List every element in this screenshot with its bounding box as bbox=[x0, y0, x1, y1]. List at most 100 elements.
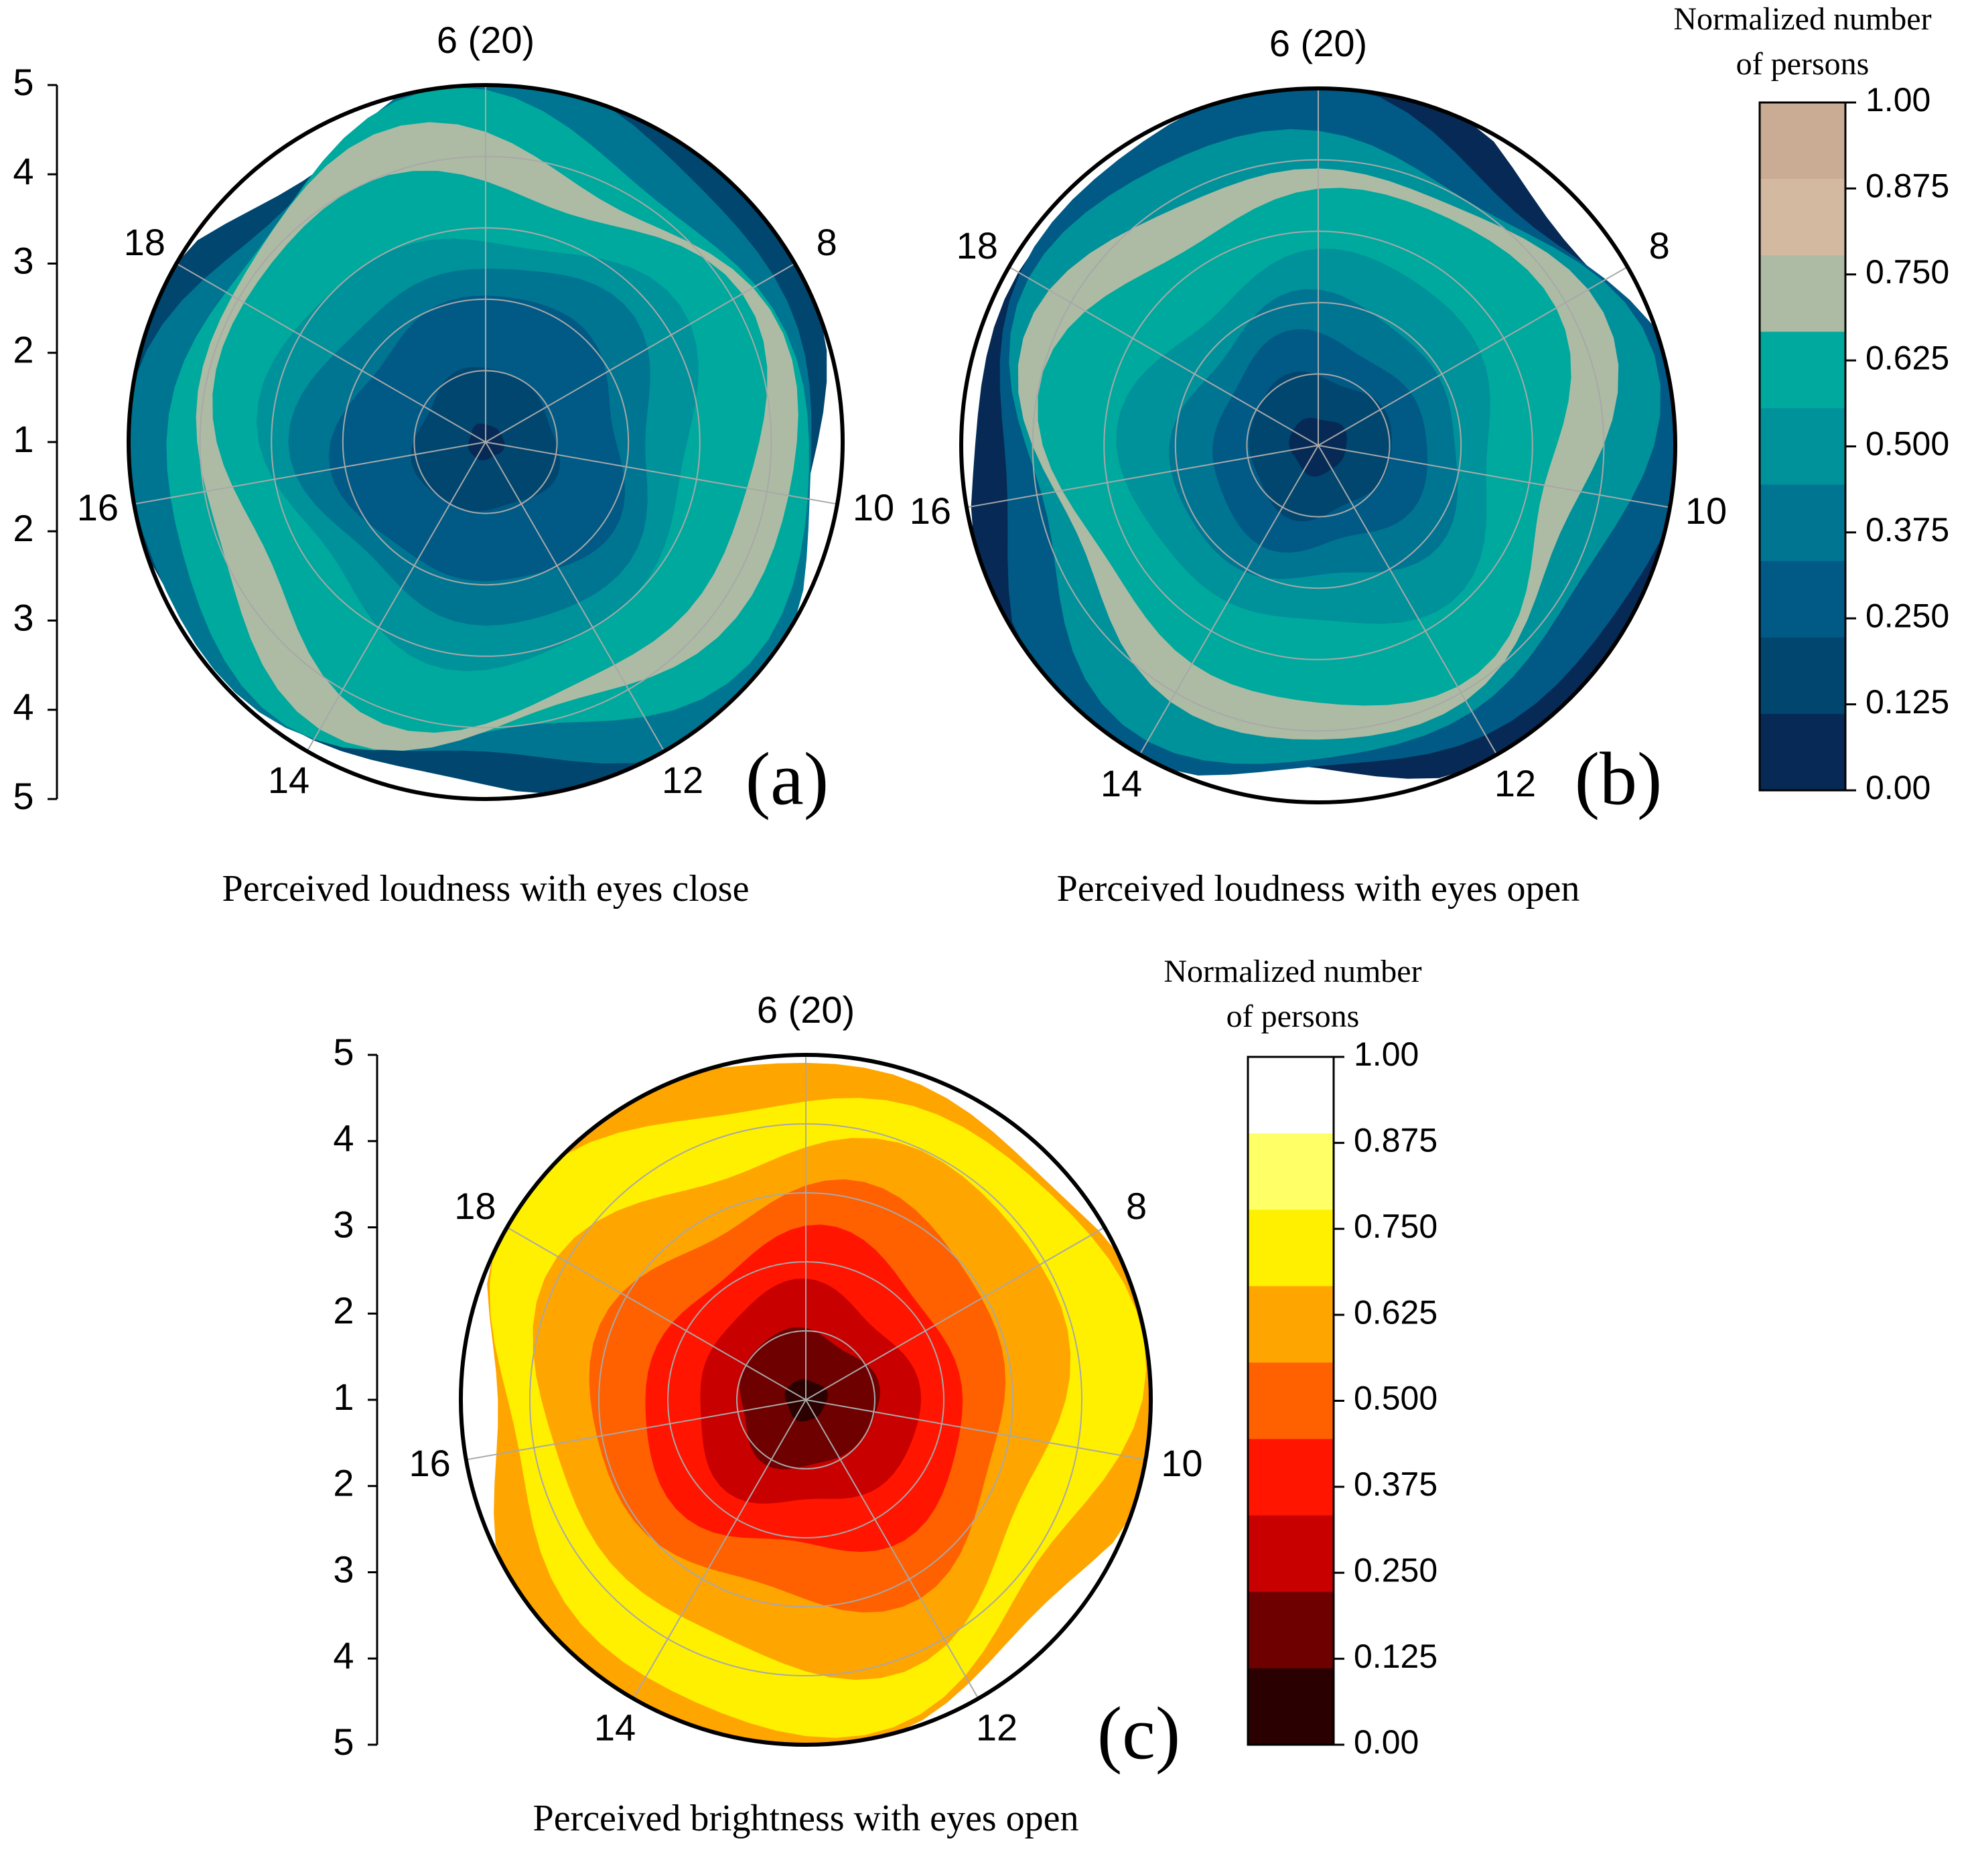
radial-axis-a: 5 4 3 2 1 2 3 4 5 bbox=[13, 61, 58, 817]
angular-label-16: 16 bbox=[409, 1442, 451, 1484]
spoke-2 bbox=[805, 1399, 1146, 1461]
colorbar-swatch-7 bbox=[1248, 1591, 1334, 1669]
spoke-4 bbox=[632, 1399, 806, 1699]
polar-plot-a: 6 (20) 8 10 12 14 16 18 (a) Perceived loudness w… bbox=[77, 19, 894, 910]
angular-label-14: 14 bbox=[594, 1706, 636, 1748]
colorbar-swatch-2 bbox=[1760, 255, 1845, 332]
angular-label-12: 12 bbox=[976, 1706, 1017, 1748]
radial-tick-label: 4 bbox=[333, 1117, 354, 1159]
angular-label-8: 8 bbox=[817, 221, 837, 263]
angular-label-8: 8 bbox=[1126, 1185, 1147, 1227]
angular-label-620: 6 (20) bbox=[1269, 22, 1367, 64]
spoke-1 bbox=[805, 1226, 1105, 1400]
colorbar-loudness: 1.00 0.875 0.750 0.625 0.500 0.375 0.250 0.125 0… bbox=[1673, 1, 1949, 806]
colorbar-swatch-5 bbox=[1760, 484, 1845, 562]
radial-tick-label: 3 bbox=[333, 1548, 354, 1590]
colorbar-swatch-4 bbox=[1248, 1362, 1334, 1440]
plot-border bbox=[127, 83, 845, 801]
colorbar-swatch-4 bbox=[1760, 408, 1845, 486]
colorbar-swatch-6 bbox=[1760, 561, 1845, 638]
colorbar-tick-label: 0.750 bbox=[1354, 1208, 1437, 1245]
colorbar-tick-label: 0.00 bbox=[1354, 1723, 1419, 1761]
contour-band-9 bbox=[1289, 417, 1347, 477]
colorbar-swatch-8 bbox=[1760, 713, 1845, 791]
spoke-1 bbox=[485, 263, 796, 443]
radial-tick-label: 2 bbox=[13, 329, 33, 371]
radial-tick-label: 3 bbox=[13, 596, 33, 638]
contour-fill bbox=[129, 85, 827, 794]
colorbar-swatch-1 bbox=[1760, 179, 1845, 256]
angular-label-14: 14 bbox=[1101, 762, 1142, 804]
colorbar-swatch-3 bbox=[1760, 332, 1845, 409]
colorbar-swatch-3 bbox=[1248, 1286, 1334, 1363]
colorbar-tick-label: 0.125 bbox=[1866, 683, 1949, 721]
angular-label-18: 18 bbox=[124, 221, 165, 263]
spoke-3 bbox=[485, 441, 665, 752]
panel-caption: Perceived loudness with eyes close bbox=[222, 868, 750, 910]
radial-tick-label: 1 bbox=[333, 1376, 354, 1418]
radial-tick-label: 4 bbox=[13, 150, 33, 192]
colorbar-tick-label: 0.500 bbox=[1354, 1380, 1437, 1417]
radial-tick-label: 5 bbox=[13, 61, 33, 103]
colorbar-tick-label: 0.125 bbox=[1354, 1638, 1437, 1675]
radial-tick-label: 2 bbox=[333, 1289, 354, 1331]
plot-border bbox=[459, 1053, 1153, 1747]
spoke-6 bbox=[1008, 266, 1319, 446]
angular-label-18: 18 bbox=[454, 1185, 496, 1227]
colorbar-tick-label: 0.750 bbox=[1866, 253, 1949, 291]
spoke-5 bbox=[466, 1399, 806, 1461]
angular-label-18: 18 bbox=[957, 224, 998, 267]
colorbar-tick-label: 0.375 bbox=[1354, 1465, 1437, 1503]
radial-tick-label: 3 bbox=[333, 1203, 354, 1245]
spoke-2 bbox=[485, 441, 838, 505]
polar-plot-c: 6 (20) 8 10 12 14 16 18 (c) Perceived brightness… bbox=[409, 989, 1203, 1839]
angular-label-10: 10 bbox=[1685, 490, 1727, 532]
radial-tick-label: 2 bbox=[13, 507, 33, 549]
colorbar-tick-label: 1.00 bbox=[1866, 81, 1930, 119]
colorbar-swatch-6 bbox=[1248, 1515, 1334, 1593]
spoke-5 bbox=[966, 445, 1319, 508]
colorbar-swatch-1 bbox=[1248, 1133, 1334, 1210]
colorbar-tick-label: 0.250 bbox=[1354, 1551, 1437, 1589]
colorbar-title: Normalized number bbox=[1673, 1, 1931, 37]
colorbar-tick-label: 0.00 bbox=[1866, 769, 1930, 806]
angular-label-8: 8 bbox=[1649, 224, 1670, 267]
colorbar-swatch-8 bbox=[1248, 1668, 1334, 1745]
colorbar-tick-label: 1.00 bbox=[1354, 1035, 1419, 1073]
panel-caption: Perceived brightness with eyes open bbox=[533, 1798, 1079, 1839]
spoke-2 bbox=[1318, 445, 1671, 508]
spoke-1 bbox=[1318, 266, 1628, 446]
spoke-4 bbox=[306, 441, 486, 752]
spoke-3 bbox=[1318, 445, 1498, 755]
colorbar-tick-label: 0.625 bbox=[1866, 339, 1949, 376]
colorbar-tick-label: 0.375 bbox=[1866, 511, 1949, 549]
radial-tick-label: 5 bbox=[333, 1721, 354, 1763]
panel-label: (a) bbox=[746, 738, 829, 821]
radial-tick-label: 4 bbox=[333, 1634, 354, 1676]
radial-axis-c: 5 4 3 2 1 2 3 4 5 bbox=[333, 1031, 378, 1763]
angular-label-12: 12 bbox=[1494, 762, 1536, 804]
angular-label-12: 12 bbox=[662, 759, 703, 801]
colorbar-tick-label: 0.875 bbox=[1866, 167, 1949, 205]
spoke-5 bbox=[133, 441, 486, 505]
angular-label-620: 6 (20) bbox=[757, 989, 855, 1031]
colorbar-swatch-0 bbox=[1248, 1057, 1334, 1134]
spoke-6 bbox=[175, 263, 486, 443]
plot-border bbox=[959, 86, 1677, 804]
spoke-6 bbox=[506, 1226, 806, 1400]
radial-tick-label: 2 bbox=[333, 1462, 354, 1504]
angular-label-16: 16 bbox=[910, 490, 951, 532]
radial-tick-label: 5 bbox=[13, 775, 33, 817]
colorbar-brightness: 1.00 0.875 0.750 0.625 0.500 0.375 0.250 0.125 0… bbox=[1164, 954, 1437, 1761]
colorbar-swatch-5 bbox=[1248, 1439, 1334, 1516]
angular-label-10: 10 bbox=[1161, 1442, 1202, 1484]
colorbar-title: Normalized number bbox=[1164, 954, 1421, 989]
radial-tick-label: 4 bbox=[13, 686, 33, 728]
spoke-3 bbox=[805, 1399, 979, 1699]
panel-label: (c) bbox=[1097, 1692, 1180, 1776]
colorbar-swatch-2 bbox=[1248, 1210, 1334, 1287]
angular-label-10: 10 bbox=[853, 486, 894, 528]
contour-fill bbox=[971, 88, 1675, 779]
colorbar-tick-label: 0.250 bbox=[1866, 597, 1949, 634]
